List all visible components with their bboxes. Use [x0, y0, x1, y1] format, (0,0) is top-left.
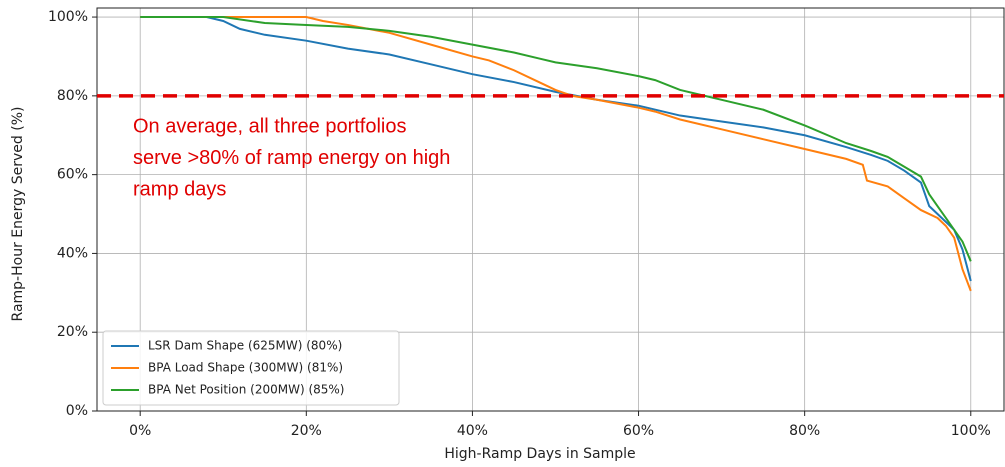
y-tick-label: 0%	[66, 403, 88, 419]
data-line	[140, 16, 972, 292]
y-tick-label: 40%	[57, 245, 88, 261]
x-tick-label: 40%	[457, 423, 488, 439]
x-tick-label: 80%	[789, 423, 820, 439]
x-tick-label: 20%	[291, 423, 322, 439]
plot-frame	[96, 7, 1005, 412]
annotation: On average, all three portfolios	[133, 115, 407, 137]
legend-label: LSR Dam Shape (625MW) (80%)	[148, 339, 342, 353]
legend-box	[102, 330, 400, 406]
x-tick-label: 100%	[951, 423, 991, 439]
y-tick-label: 100%	[48, 9, 88, 25]
y-tick-label: 20%	[57, 324, 88, 340]
annotation: ramp days	[133, 178, 226, 200]
annotation: serve >80% of ramp energy on high	[133, 147, 450, 169]
x-tick-label: 60%	[623, 423, 654, 439]
y-axis-label: Ramp-Hour Energy Served (%)	[10, 107, 26, 322]
data-line	[140, 16, 972, 262]
y-tick-label: 80%	[57, 88, 88, 104]
y-tick-label: 60%	[57, 167, 88, 183]
data-line	[140, 16, 972, 282]
legend-label: BPA Load Shape (300MW) (81%)	[148, 361, 343, 375]
x-axis-label: High-Ramp Days in Sample	[444, 446, 635, 462]
x-tick-label: 0%	[129, 423, 151, 439]
legend-label: BPA Net Position (200MW) (85%)	[148, 383, 344, 397]
